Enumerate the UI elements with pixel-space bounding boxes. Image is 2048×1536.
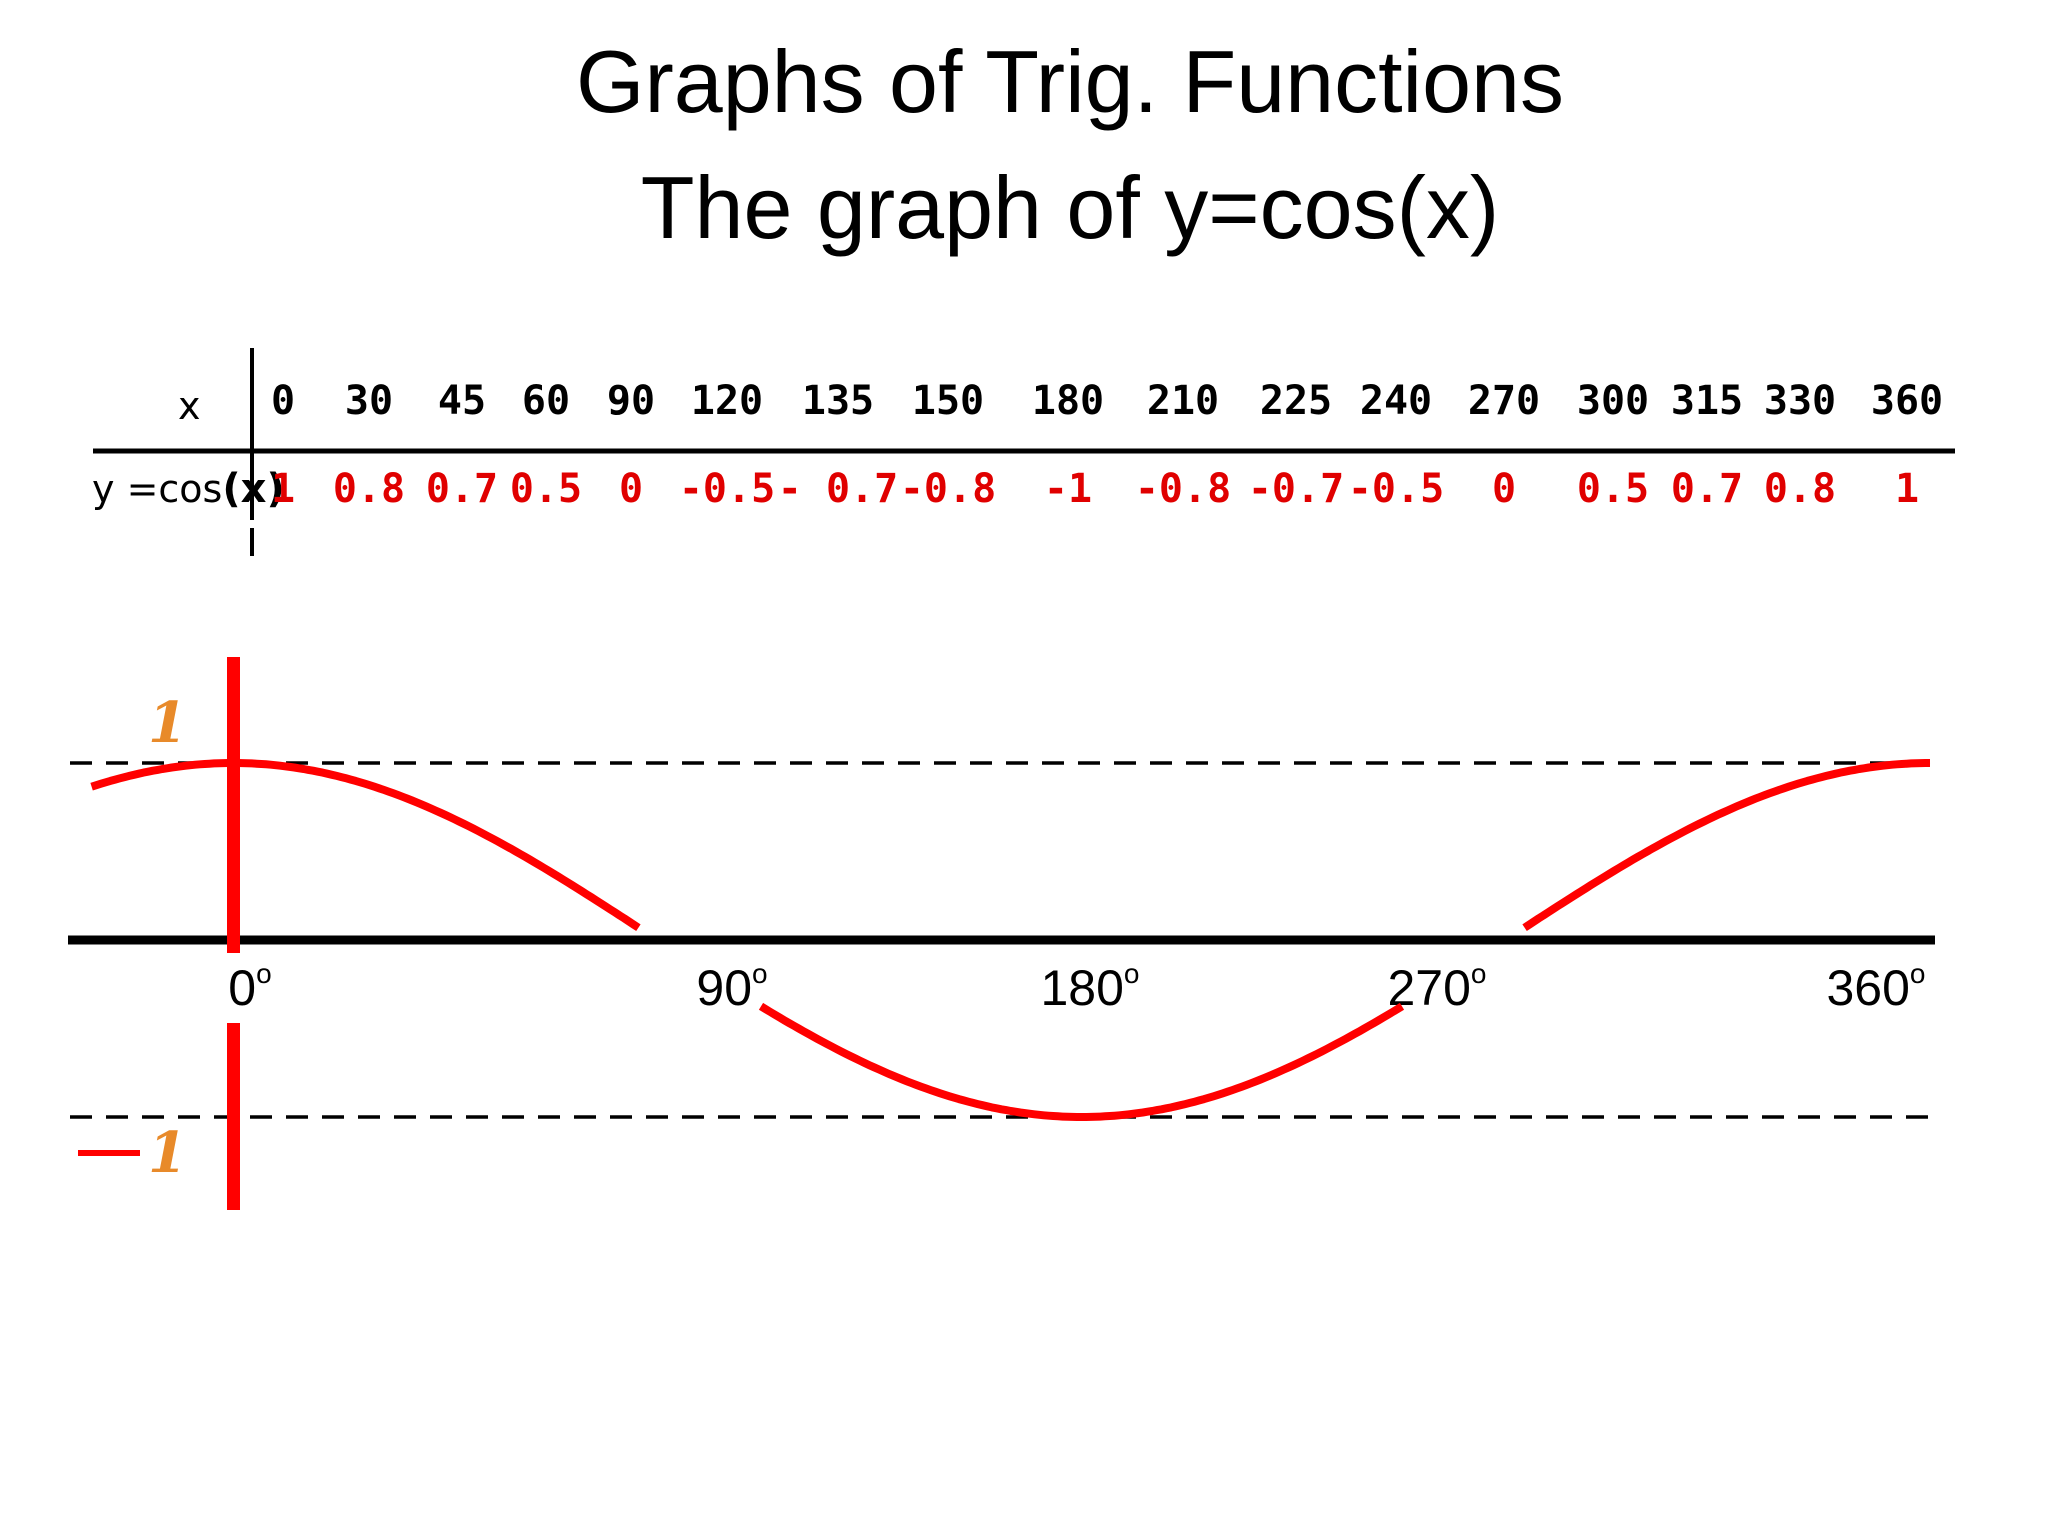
table-y-cell: - 0.7 xyxy=(777,466,899,512)
x-tick-label: 180o xyxy=(1040,958,1139,1017)
table-x-cell: 60 xyxy=(521,378,571,424)
table-x-header: x xyxy=(178,384,201,428)
x-tick-label: 90o xyxy=(696,958,767,1017)
y-label-min-digit: 1 xyxy=(148,1120,187,1186)
table-y-cell: 0 xyxy=(618,466,644,512)
table-y-cell: 0.5 xyxy=(509,466,583,512)
table-y-cell: -0.5 xyxy=(1347,466,1445,512)
degree-suffix: o xyxy=(1909,958,1926,989)
table-y-cell: -0.5 xyxy=(678,466,776,512)
x-tick-label: 360o xyxy=(1826,958,1925,1017)
table-x-cell: 225 xyxy=(1259,378,1333,424)
table-x-cell: 30 xyxy=(344,378,394,424)
table-y-cell: -0.8 xyxy=(1134,466,1232,512)
x-tick-label-value: 180 xyxy=(1040,960,1124,1016)
table-x-cell: 180 xyxy=(1031,378,1105,424)
degree-suffix: o xyxy=(752,958,768,989)
table-x-cell: 120 xyxy=(690,378,764,424)
x-tick-label-value: 0 xyxy=(228,960,257,1016)
y-label-min: −11 xyxy=(78,1120,187,1186)
table-y-cell: 0.8 xyxy=(1763,466,1837,512)
table-x-cell: 270 xyxy=(1467,378,1541,424)
minus-sign-dash xyxy=(78,1150,140,1156)
cos-curve-segment xyxy=(90,759,641,932)
y-label-max: 1 xyxy=(148,690,187,756)
table-x-cell: 90 xyxy=(606,378,656,424)
table-x-cell: 330 xyxy=(1763,378,1837,424)
title-line-2: The graph of y=cos(x) xyxy=(640,158,1500,257)
table-x-cell: 315 xyxy=(1670,378,1744,424)
degree-suffix: o xyxy=(1470,958,1487,989)
x-tick-label-value: 360 xyxy=(1826,960,1910,1016)
table-x-cell: 150 xyxy=(911,378,985,424)
table-y-cell: 0 xyxy=(1491,466,1517,512)
table-x-cell: 135 xyxy=(801,378,875,424)
degree-suffix: o xyxy=(256,958,272,989)
table-y-cell: 0.7 xyxy=(1670,466,1744,512)
y-axis-lower xyxy=(227,1023,240,1210)
table-y-cell: 1 xyxy=(270,466,296,512)
table-y-cell: 0.7 xyxy=(425,466,499,512)
table-x-cell: 210 xyxy=(1146,378,1220,424)
table-y-cell: -0.8 xyxy=(899,466,997,512)
table-y-cell: 1 xyxy=(1894,466,1920,512)
table-y-cell: 0.8 xyxy=(332,466,406,512)
table-x-cell: 240 xyxy=(1359,378,1433,424)
degree-suffix: o xyxy=(1123,958,1140,989)
y-axis-upper xyxy=(227,657,240,953)
table-x-cell: 0 xyxy=(270,378,296,424)
table-y-header-text: y =cos xyxy=(92,467,223,511)
cos-curve-segment xyxy=(758,1002,1405,1121)
table-x-cell: 300 xyxy=(1576,378,1650,424)
title-line-1: Graphs of Trig. Functions xyxy=(576,32,1564,131)
cos-curve-segment xyxy=(1522,759,1930,932)
table-y-cell: -1 xyxy=(1043,466,1093,512)
x-tick-label: 0o xyxy=(228,958,271,1017)
table-x-cell: 360 xyxy=(1870,378,1944,424)
table-y-cell: 0.5 xyxy=(1576,466,1650,512)
table-x-cell: 45 xyxy=(437,378,487,424)
table-y-cell: -0.7 xyxy=(1247,466,1345,512)
x-tick-label-value: 90 xyxy=(696,960,753,1016)
